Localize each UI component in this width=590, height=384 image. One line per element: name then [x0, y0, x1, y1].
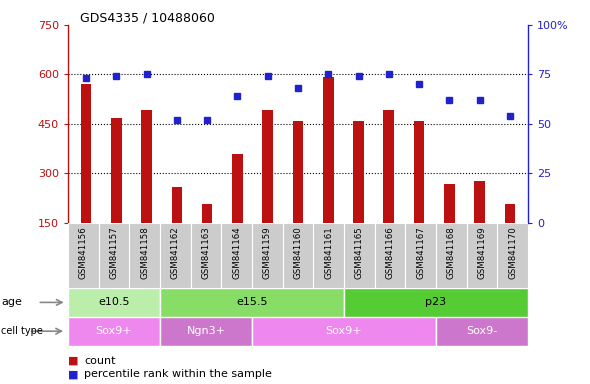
Text: age: age — [1, 297, 22, 308]
Text: GSM841169: GSM841169 — [477, 226, 487, 279]
Bar — [141, 110, 152, 223]
Bar — [160, 288, 344, 317]
Bar — [81, 84, 91, 223]
Text: p23: p23 — [425, 297, 447, 308]
Bar — [252, 223, 283, 288]
Bar — [221, 223, 252, 288]
Bar — [414, 121, 424, 223]
Text: count: count — [84, 356, 116, 366]
Bar — [283, 223, 313, 288]
Text: GSM841164: GSM841164 — [232, 226, 241, 279]
Text: e10.5: e10.5 — [98, 297, 130, 308]
Bar — [68, 223, 99, 288]
Bar — [444, 184, 455, 223]
Bar — [467, 223, 497, 288]
Bar — [344, 288, 528, 317]
Bar — [384, 110, 394, 223]
Bar — [68, 288, 160, 317]
Bar — [111, 118, 122, 223]
Text: GSM841158: GSM841158 — [140, 226, 149, 279]
Bar — [323, 77, 333, 223]
Text: GSM841157: GSM841157 — [109, 226, 119, 279]
Text: GSM841160: GSM841160 — [293, 226, 303, 279]
Text: GSM841162: GSM841162 — [171, 226, 180, 279]
Bar — [474, 180, 485, 223]
Bar — [160, 223, 191, 288]
Text: e15.5: e15.5 — [236, 297, 268, 308]
Text: GDS4335 / 10488060: GDS4335 / 10488060 — [80, 12, 215, 25]
Text: GSM841161: GSM841161 — [324, 226, 333, 279]
Text: percentile rank within the sample: percentile rank within the sample — [84, 369, 272, 379]
Text: GSM841167: GSM841167 — [416, 226, 425, 279]
Text: cell type: cell type — [1, 326, 43, 336]
Text: Sox9-: Sox9- — [467, 326, 497, 336]
Bar — [68, 317, 160, 346]
Bar — [375, 223, 405, 288]
Bar — [353, 121, 364, 223]
Text: GSM841163: GSM841163 — [201, 226, 211, 279]
Bar — [99, 223, 129, 288]
Text: Sox9+: Sox9+ — [326, 326, 362, 336]
Text: ■: ■ — [68, 356, 78, 366]
Bar — [405, 223, 436, 288]
Bar — [160, 317, 252, 346]
Bar — [293, 121, 303, 223]
Bar — [263, 110, 273, 223]
Bar — [313, 223, 344, 288]
Bar — [172, 187, 182, 223]
Text: ■: ■ — [68, 369, 78, 379]
Text: Sox9+: Sox9+ — [96, 326, 132, 336]
Bar — [344, 223, 375, 288]
Text: GSM841168: GSM841168 — [447, 226, 456, 279]
Text: GSM841166: GSM841166 — [385, 226, 395, 279]
Bar — [191, 223, 221, 288]
Bar — [129, 223, 160, 288]
Bar — [504, 204, 515, 223]
Bar — [232, 154, 242, 223]
Bar — [252, 317, 436, 346]
Bar — [436, 223, 467, 288]
Text: GSM841159: GSM841159 — [263, 226, 272, 279]
Text: GSM841156: GSM841156 — [78, 226, 88, 279]
Text: GSM841165: GSM841165 — [355, 226, 364, 279]
Text: Ngn3+: Ngn3+ — [186, 326, 225, 336]
Bar — [202, 204, 212, 223]
Text: GSM841170: GSM841170 — [508, 226, 517, 279]
Bar — [497, 223, 528, 288]
Bar — [436, 317, 528, 346]
